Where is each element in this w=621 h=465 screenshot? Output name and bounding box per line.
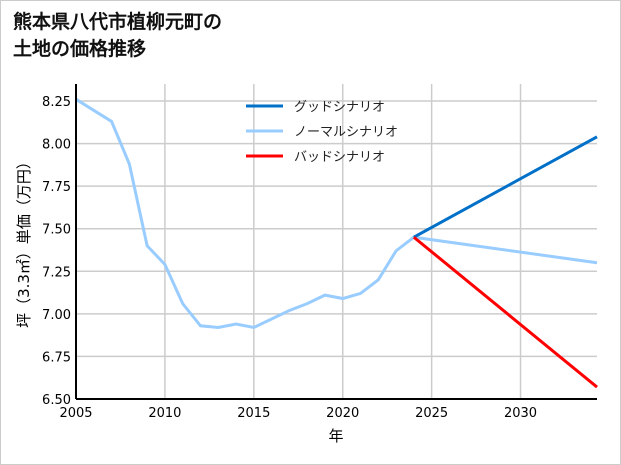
y-tick-label: 6.50: [42, 393, 71, 408]
title-line-2: 土地の価格推移: [13, 38, 147, 60]
series-line-2: [412, 236, 598, 389]
x-tick-label: 2025: [415, 406, 448, 421]
y-tick-label: 7.00: [42, 308, 71, 323]
y-tick-label: 6.75: [42, 350, 71, 365]
y-tick-label: 8.00: [42, 138, 71, 153]
series-line-0: [413, 135, 598, 239]
chart-title: 熊本県八代市植柳元町の 土地の価格推移: [13, 9, 222, 63]
legend-label: バッドシナリオ: [294, 150, 385, 165]
x-tick-label: 2020: [326, 406, 359, 421]
y-tick-label: 7.25: [42, 265, 71, 280]
x-tick-label: 2005: [59, 406, 92, 421]
legend-label: ノーマルシナリオ: [294, 125, 398, 140]
x-tick-label: 2030: [504, 406, 537, 421]
x-tick-label: 2010: [148, 406, 181, 421]
x-axis-label: 年: [328, 427, 343, 445]
legend-label: グッドシナリオ: [294, 100, 385, 115]
title-line-1: 熊本県八代市植柳元町の: [13, 11, 223, 33]
y-tick-label: 8.25: [42, 95, 71, 110]
series-line-1: [75, 98, 598, 330]
x-tick-label: 2015: [237, 406, 270, 421]
y-axis-label: 坪（3.3㎡）単価（万円）: [15, 154, 33, 328]
y-tick-label: 7.50: [42, 223, 71, 238]
y-tick-label: 7.75: [42, 180, 71, 195]
